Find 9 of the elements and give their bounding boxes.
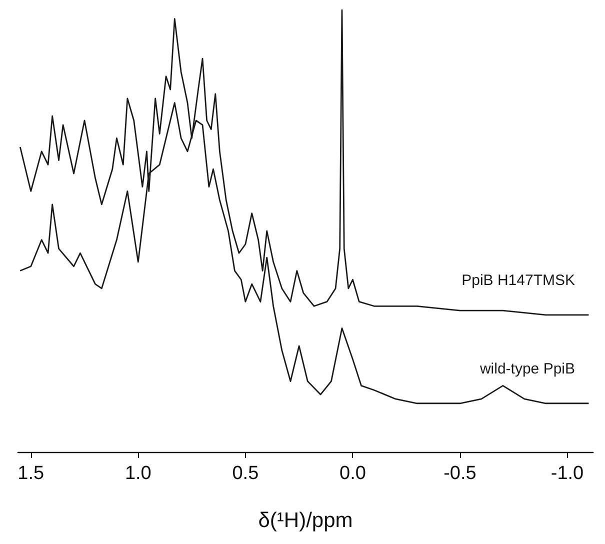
series-label: PpiB H147TMSK [462,272,576,289]
series-label: wild-type PpiB [478,360,576,378]
x-tick-label: -0.5 [444,463,476,484]
x-tick-label: 0.0 [339,463,366,484]
x-tick-label: 1.0 [124,463,152,484]
x-axis-title: δ(¹H)/ppm [258,509,353,532]
x-tick-label: 0.5 [232,463,259,484]
x-tick-label: 1.5 [18,463,44,484]
x-tick-label: -1.0 [550,463,584,484]
